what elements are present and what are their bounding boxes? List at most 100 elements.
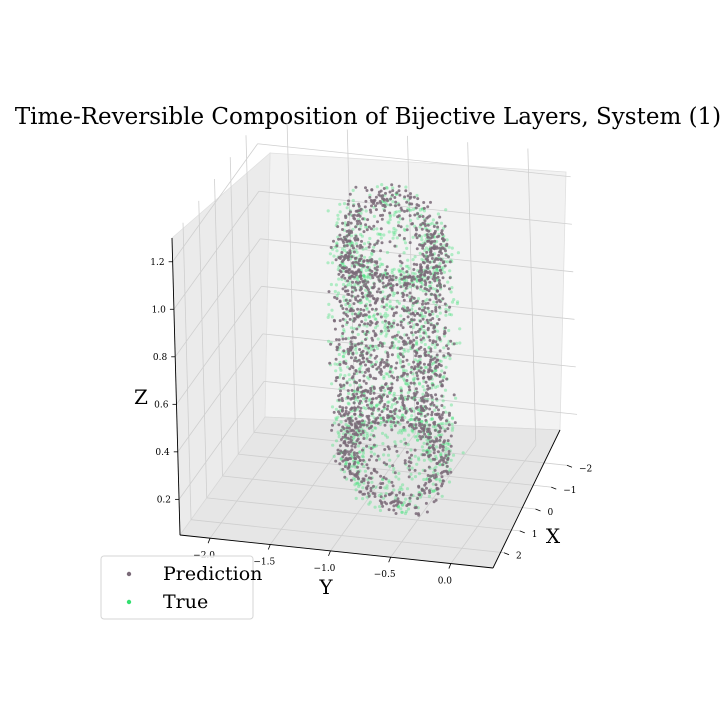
true-point — [422, 329, 426, 333]
prediction-point — [432, 273, 436, 277]
prediction-point — [388, 410, 392, 413]
grid-back-z — [257, 143, 571, 178]
true-point — [384, 372, 388, 376]
true-point — [336, 217, 340, 221]
prediction-point — [345, 429, 349, 433]
true-point — [440, 369, 444, 373]
prediction-point — [442, 284, 446, 288]
prediction-point — [433, 476, 437, 480]
prediction-point — [441, 445, 445, 449]
prediction-point — [410, 295, 414, 299]
prediction-point — [367, 406, 371, 410]
prediction-point — [365, 330, 369, 333]
true-point — [351, 241, 355, 245]
prediction-point — [355, 315, 359, 319]
true-point — [411, 271, 415, 275]
prediction-point — [401, 418, 405, 422]
prediction-point — [391, 484, 395, 488]
prediction-point — [395, 283, 399, 287]
true-point — [369, 450, 373, 454]
prediction-point — [416, 401, 419, 405]
prediction-point — [342, 383, 346, 387]
prediction-point — [428, 363, 432, 366]
true-point — [363, 469, 367, 473]
prediction-point — [452, 342, 456, 346]
prediction-point — [449, 434, 453, 438]
true-point — [379, 236, 383, 240]
prediction-point — [426, 301, 430, 305]
prediction-point — [363, 205, 367, 209]
prediction-point — [349, 422, 353, 426]
prediction-point — [352, 246, 355, 250]
prediction-point — [441, 479, 445, 483]
prediction-point — [366, 218, 370, 222]
prediction-point — [434, 439, 438, 443]
prediction-point — [373, 301, 377, 305]
true-point — [393, 440, 397, 444]
true-point — [364, 318, 368, 322]
prediction-point — [378, 486, 382, 490]
true-point — [378, 257, 382, 261]
true-point — [400, 510, 404, 514]
prediction-point — [435, 462, 439, 465]
prediction-point — [360, 341, 364, 345]
true-point — [356, 444, 360, 448]
true-point — [368, 315, 372, 319]
prediction-point — [439, 426, 443, 430]
prediction-point — [397, 184, 401, 188]
true-point — [451, 426, 455, 430]
grid-floor-x — [222, 475, 536, 510]
prediction-point — [429, 474, 433, 478]
true-point — [354, 496, 358, 500]
true-point — [334, 369, 338, 373]
prediction-point — [405, 228, 409, 232]
prediction-point — [429, 241, 433, 245]
prediction-point — [409, 192, 412, 196]
true-point — [339, 368, 343, 372]
true-point — [397, 355, 401, 360]
prediction-point — [418, 319, 422, 323]
true-point — [387, 221, 391, 225]
true-point — [347, 402, 351, 406]
true-point — [434, 465, 438, 469]
prediction-point — [354, 406, 358, 410]
prediction-point — [336, 225, 340, 229]
prediction-point — [362, 360, 366, 364]
prediction-point — [421, 453, 425, 457]
prediction-point — [371, 365, 375, 369]
prediction-point — [380, 500, 383, 504]
prediction-point — [390, 414, 394, 418]
prediction-point — [358, 370, 362, 374]
prediction-point — [382, 285, 386, 289]
prediction-point — [345, 307, 349, 311]
prediction-point — [379, 482, 383, 486]
true-point — [355, 351, 359, 355]
prediction-point — [428, 260, 432, 264]
true-point — [431, 312, 435, 316]
prediction-point — [407, 464, 411, 468]
prediction-point — [440, 413, 444, 417]
prediction-point — [431, 330, 435, 334]
prediction-point — [434, 340, 438, 344]
prediction-point — [437, 430, 441, 434]
prediction-point — [342, 311, 346, 315]
prediction-point — [389, 286, 393, 290]
prediction-point — [388, 211, 392, 215]
true-point — [424, 246, 429, 250]
true-point — [406, 349, 410, 353]
prediction-point — [398, 259, 402, 263]
prediction-point — [430, 257, 434, 260]
prediction-point — [335, 297, 339, 301]
prediction-point — [406, 306, 410, 310]
true-point — [351, 188, 355, 192]
true-point — [411, 377, 415, 381]
true-point — [411, 207, 415, 212]
prediction-point — [422, 429, 426, 433]
true-point — [423, 365, 427, 369]
prediction-point — [359, 406, 363, 410]
true-point — [436, 269, 440, 273]
true-point — [458, 341, 462, 345]
true-point — [409, 472, 413, 476]
grid-left-z — [174, 238, 261, 358]
prediction-point — [379, 227, 383, 231]
